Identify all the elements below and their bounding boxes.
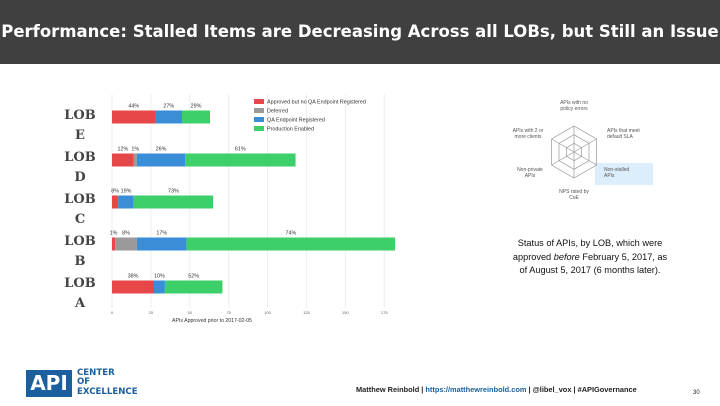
bar-2-0	[112, 195, 119, 209]
bar-4-2	[154, 280, 165, 294]
logo-line-3: EXCELLENCE	[77, 386, 138, 397]
category-label-2-0: LOB	[64, 192, 96, 207]
legend-entry-1: Deferred	[267, 109, 288, 115]
data-label-3-2: 17%	[156, 231, 167, 237]
slide-title: Performance: Stalled Items are Decreasin…	[1, 22, 719, 41]
highlight-box	[595, 163, 653, 185]
footer-credits: Matthew Reinbold | https://matthewreinbo…	[356, 385, 637, 394]
caption-part-2: February 5, 2017, as of August 5, 2017 (…	[519, 251, 668, 276]
bar-3-2	[136, 237, 187, 251]
bar-0-2	[155, 110, 182, 124]
x-tick-label: 125	[303, 310, 310, 315]
data-label-3-0: 1%	[110, 231, 118, 237]
radar-axis-label-5: APIs with 2 or more clients	[513, 128, 544, 140]
logo-line-2: OF	[77, 377, 91, 388]
logo-wordmark: CENTER OF EXCELLENCE	[77, 368, 138, 397]
radar-spoke-4	[551, 151, 575, 166]
bar-3-3	[186, 237, 396, 251]
bar-3-1	[115, 237, 137, 251]
radar-spoke-2	[573, 151, 597, 166]
bar-1-1	[133, 153, 137, 167]
author-url-link[interactable]: https://matthewreinbold.com	[425, 385, 527, 394]
radar-axis-label-0: APIs with no policy errors	[560, 100, 588, 112]
x-tick-label: 175	[381, 310, 388, 315]
data-label-4-0: 38%	[128, 274, 139, 280]
radar-axis-label-2: Non-stalled APIs	[604, 167, 630, 179]
radar-axis-label-4: Non-private APIs	[517, 167, 543, 179]
radar-svg: APIs with no policy errors APIs that meet d…	[513, 100, 653, 201]
data-label-0-3: 29%	[191, 104, 202, 110]
data-label-0-2: 27%	[163, 104, 174, 110]
x-tick-label: 25	[149, 310, 154, 315]
api-logo-icon: API	[26, 370, 72, 397]
category-label-0-1: E	[75, 128, 85, 143]
bar-2-3	[133, 195, 214, 209]
radar-spoke-5	[551, 138, 575, 153]
bar-1-0	[112, 153, 134, 167]
category-label-1-0: LOB	[64, 150, 96, 165]
data-label-2-2: 19%	[121, 189, 132, 195]
data-label-1-0: 12%	[117, 147, 128, 153]
bar-2-2	[118, 195, 134, 209]
legend-entry-0: Approved but no QA Endpoint Registered	[267, 100, 366, 106]
category-label-3-1: B	[74, 254, 86, 269]
data-label-2-0: 8%	[111, 189, 119, 195]
category-label-4-0: LOB	[64, 276, 96, 291]
caption-part-1: Status of APIs, by LOB, which were appro…	[512, 238, 663, 262]
data-label-1-3: 61%	[235, 147, 246, 153]
data-label-3-1: 8%	[122, 231, 130, 237]
legend-swatch-1	[254, 108, 264, 113]
legend-entry-2: QA Endpoint Registered	[267, 118, 325, 124]
legend-swatch-0	[254, 99, 264, 104]
data-label-3-3: 74%	[285, 231, 296, 237]
chart-caption: Status of APIs, by LOB, which were appro…	[510, 237, 670, 278]
radar-axis-label-1: APIs that meet default SLA	[607, 128, 640, 140]
x-tick-label: 0	[111, 310, 114, 315]
legend-swatch-3	[254, 126, 264, 131]
x-tick-label: 50	[188, 310, 193, 315]
logo-line-1: CENTER	[77, 368, 115, 378]
data-label-4-2: 10%	[154, 274, 165, 280]
data-label-2-3: 73%	[168, 189, 179, 195]
social-handles: | @libel_vox | #APIGovernance	[526, 385, 637, 394]
caption-emphasis: before	[553, 251, 580, 262]
bar-4-0	[112, 280, 154, 294]
bar-4-3	[164, 280, 223, 294]
bar-0-0	[112, 110, 156, 124]
data-label-1-1: 1%	[131, 147, 139, 153]
slide-header: Performance: Stalled Items are Decreasin…	[0, 0, 720, 64]
bar-0-3	[182, 110, 210, 124]
bar-1-2	[136, 153, 186, 167]
radar-chart: APIs with no policy errors APIs that meet d…	[490, 96, 670, 216]
x-tick-label: 150	[342, 310, 349, 315]
x-tick-label: 100	[264, 310, 271, 315]
lob-category-labels: LOB E LOB D LOB C LOB B LOB A	[56, 106, 104, 316]
bar-3-0	[112, 237, 116, 251]
x-axis-label: APIs Approved prior to 2017-02-05	[172, 318, 252, 324]
category-label-4-1: A	[74, 296, 86, 311]
data-label-4-3: 52%	[188, 274, 199, 280]
author-name: Matthew Reinbold |	[356, 385, 426, 394]
radar-axis-label-3: NPS rated by CoE	[559, 189, 589, 201]
data-label-0-0: 44%	[128, 104, 139, 110]
legend-swatch-2	[254, 117, 264, 122]
bar-1-3	[185, 153, 296, 167]
category-label-2-1: C	[74, 212, 86, 227]
data-label-1-2: 26%	[156, 147, 167, 153]
page-number: 30	[693, 390, 700, 396]
category-label-3-0: LOB	[64, 234, 96, 249]
radar-spoke-1	[573, 138, 597, 153]
category-label-1-1: D	[74, 170, 86, 185]
legend-entry-3: Production Enabled	[267, 127, 314, 133]
category-label-0-0: LOB	[64, 108, 96, 123]
x-tick-label: 75	[226, 310, 231, 315]
